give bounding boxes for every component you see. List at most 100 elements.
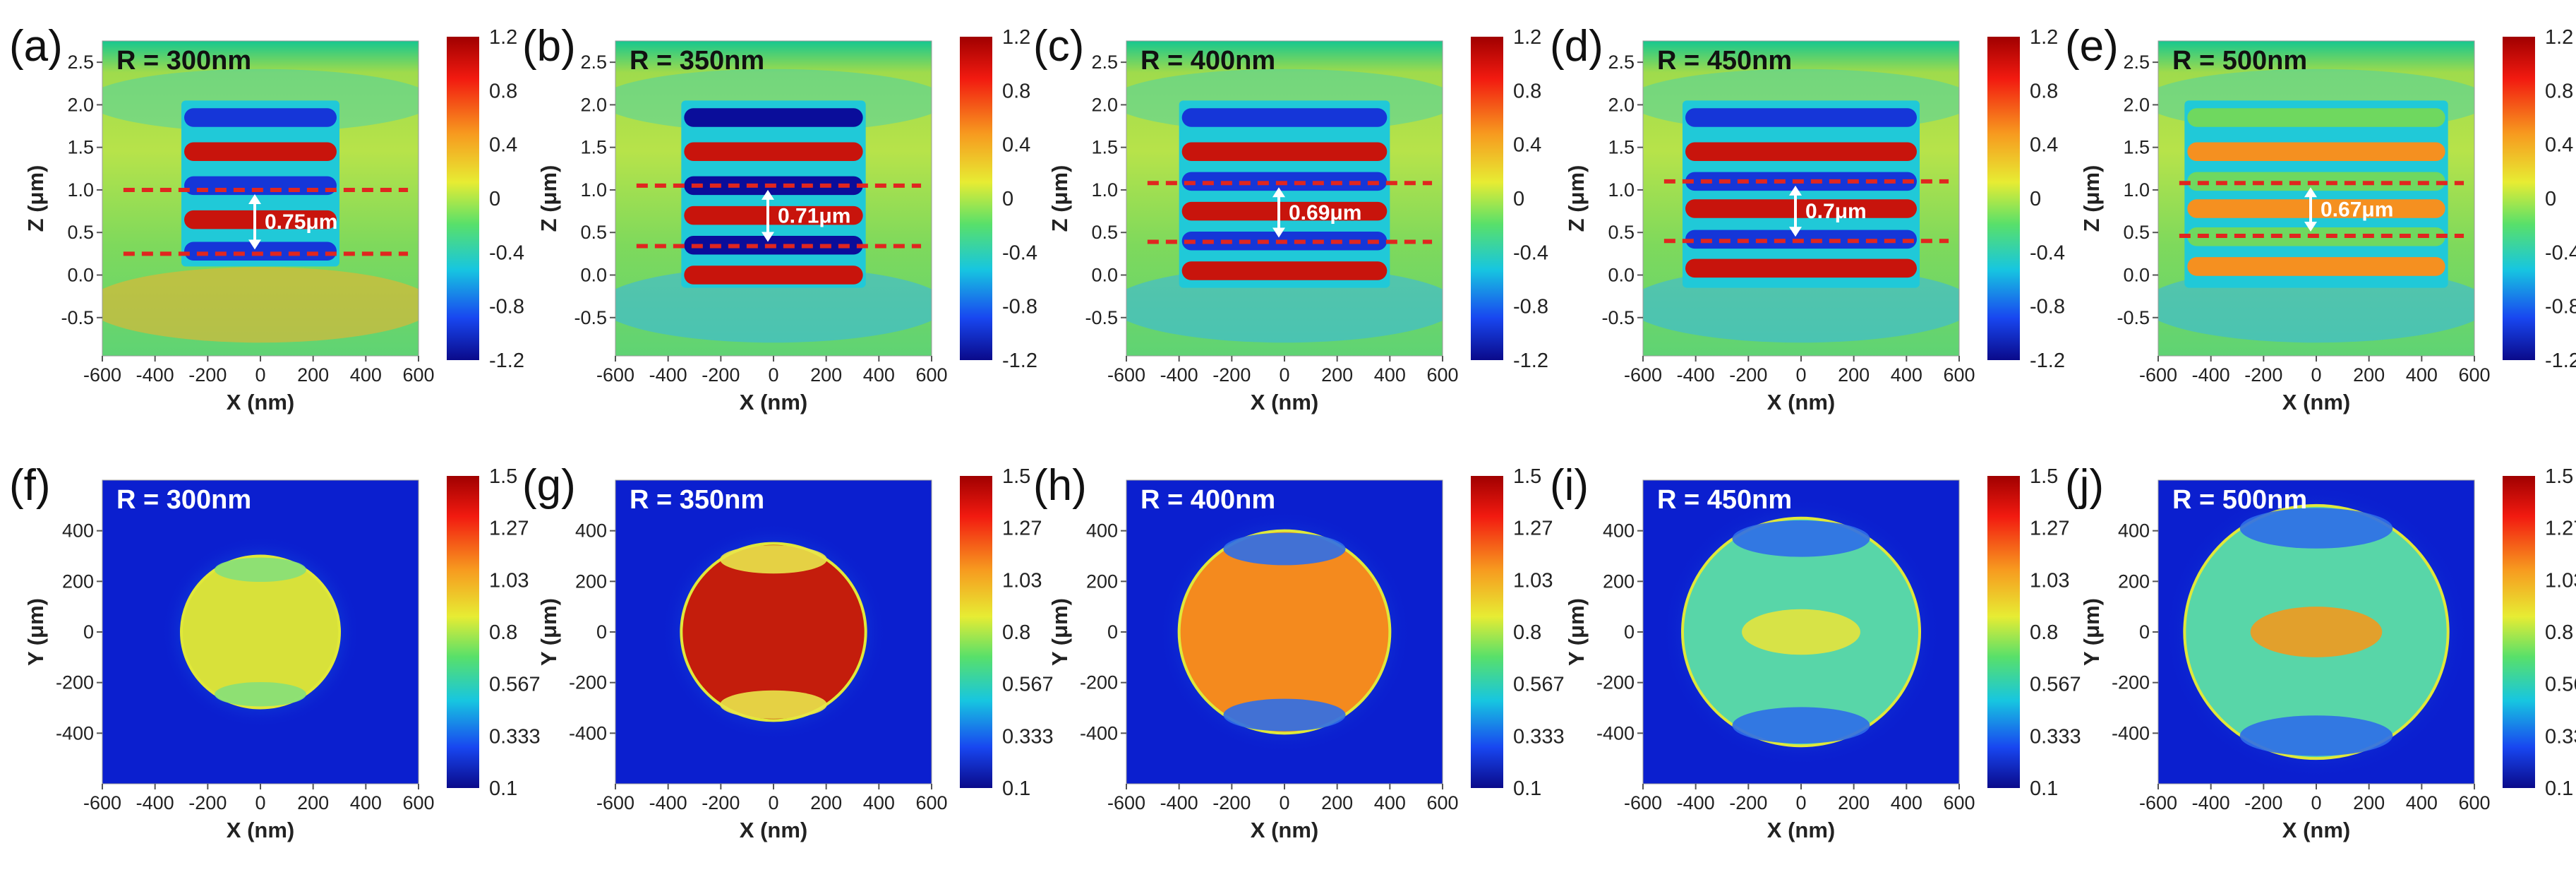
disc-cap-bottom [720, 690, 827, 719]
panel-g: R = 350nm (g) -600 -400 -200 0 200 400 600 X (nm)… [522, 461, 1054, 842]
field-band [1685, 108, 1917, 127]
colorbar [2503, 37, 2535, 360]
x-tick-label: 400 [1891, 364, 1922, 386]
arrow-head-up [248, 193, 261, 204]
heatmap-plot [102, 41, 419, 356]
x-axis-label: X (nm) [2282, 390, 2350, 414]
disc [1177, 529, 1392, 735]
y-tick-label: 400 [62, 520, 94, 542]
colorbar-tick-label: -1.2 [2545, 350, 2576, 372]
field-band [1685, 258, 1917, 278]
y-tick-label: -0.5 [1601, 307, 1635, 328]
colorbar-tick-label: 0.567 [1002, 674, 1054, 696]
x-tick-label: 600 [1426, 792, 1458, 813]
colorbar-tick-label: 1.03 [2545, 569, 2576, 592]
colorbar-tick-label: -0.8 [489, 296, 524, 318]
disc-center [2250, 607, 2383, 657]
x-tick-label: 600 [1426, 364, 1458, 386]
x-tick-label: 0 [768, 792, 778, 813]
y-tick-label: -0.5 [61, 307, 94, 328]
x-axis-label: X (nm) [227, 818, 294, 842]
radius-label: R = 300nm [116, 46, 251, 76]
field-lobe [102, 267, 419, 343]
distance-annotation: 0.71μm [778, 205, 850, 228]
x-axis-label: X (nm) [1251, 390, 1318, 414]
colorbar-tick-label: 0.8 [489, 80, 517, 102]
y-tick-label: 2.5 [1091, 52, 1118, 73]
x-tick-label: 400 [2406, 792, 2438, 813]
y-tick-label: 0.5 [1091, 222, 1118, 243]
colorbar-tick-label: -0.8 [2545, 296, 2576, 318]
colorbar-tick-label: 1.2 [1513, 26, 1541, 49]
panel-f: R = 300nm (f) -600 -400 -200 0 200 400 600 X (nm)… [9, 461, 541, 842]
x-tick-label: -200 [702, 792, 740, 813]
y-tick-label: 0.0 [1091, 264, 1118, 285]
y-tick-label: 1.5 [1608, 137, 1635, 158]
y-tick-label: 0.0 [67, 264, 94, 285]
x-tick-label: 0 [768, 364, 778, 386]
y-tick-label: -0.5 [1085, 307, 1118, 328]
panel-label: (d) [1550, 22, 1603, 71]
disc-cap-top [720, 545, 827, 574]
x-tick-label: -200 [2244, 364, 2282, 386]
colorbar-tick-label: 0.4 [2545, 134, 2573, 157]
x-tick-label: -400 [2192, 364, 2230, 386]
y-tick-label: 1.5 [580, 137, 607, 158]
y-tick-label: 0 [83, 621, 94, 643]
x-tick-label: 400 [2406, 364, 2438, 386]
field-band [1181, 201, 1388, 221]
panel-j: R = 500nm (j) -600 -400 -200 0 200 400 600 X (nm)… [2065, 461, 2576, 842]
x-tick-label: 600 [402, 792, 434, 813]
x-tick-label: -200 [2244, 792, 2282, 813]
x-tick-label: -400 [649, 792, 687, 813]
x-tick-label: -600 [596, 364, 634, 386]
y-tick-label: 200 [62, 571, 94, 592]
x-tick-label: 0 [255, 792, 265, 813]
colorbar-tick-label: 1.2 [1002, 26, 1030, 49]
y-tick-label: 0 [1107, 621, 1118, 643]
y-tick-label: 1.0 [67, 179, 94, 201]
x-tick-label: -400 [649, 364, 687, 386]
colorbar [2503, 476, 2535, 788]
x-tick-label: 400 [863, 792, 895, 813]
colorbar-tick-label: 1.2 [2545, 26, 2573, 49]
y-tick-label: 0.5 [67, 222, 94, 243]
y-tick-label: -0.5 [574, 307, 607, 328]
colorbar-tick-label: 1.2 [2030, 26, 2058, 49]
y-axis-label: Y (μm) [1564, 598, 1589, 666]
disc-cap-top [2239, 508, 2393, 549]
disc [180, 554, 341, 710]
arrow-head-down [2304, 222, 2317, 232]
disc [680, 542, 867, 722]
x-tick-label: -600 [1624, 792, 1662, 813]
x-tick-label: -200 [1729, 364, 1767, 386]
x-tick-label: -400 [1677, 792, 1715, 813]
arrow-head-down [248, 239, 261, 250]
y-tick-label: 400 [1603, 520, 1635, 542]
colorbar-tick-label: -1.2 [1002, 350, 1037, 372]
heatmap-plot [1126, 480, 1443, 784]
x-tick-label: 200 [297, 364, 329, 386]
y-axis-label: Z (μm) [23, 165, 48, 232]
colorbar-tick-label: -0.4 [2030, 241, 2065, 264]
disc-cap-bottom [215, 681, 306, 707]
heatmap-plot [2158, 480, 2474, 784]
x-tick-label: 600 [915, 792, 947, 813]
colorbar-tick-label: 0.1 [2545, 777, 2573, 800]
y-tick-label: 0 [1624, 621, 1635, 643]
panel-b: 0.71μm R = 350nm (b) -600 -400 -200 0 200 400 600… [522, 22, 1037, 414]
colorbar-tick-label: -1.2 [2030, 350, 2065, 372]
x-tick-label: 400 [1891, 792, 1922, 813]
field-band [1685, 199, 1917, 218]
y-tick-label: 2.5 [67, 52, 94, 73]
x-tick-label: -200 [1212, 792, 1251, 813]
field-band [184, 241, 337, 261]
colorbar-tick-label: 1.5 [1002, 465, 1030, 488]
panel-label: (b) [522, 22, 576, 71]
heatmap-plot [615, 41, 932, 356]
y-tick-label: -400 [1080, 722, 1118, 744]
colorbar-tick-label: 0.567 [489, 674, 541, 696]
y-tick-label: 0.0 [1608, 264, 1635, 285]
disc-cap-bottom [1732, 707, 1870, 744]
x-tick-label: -200 [188, 792, 227, 813]
